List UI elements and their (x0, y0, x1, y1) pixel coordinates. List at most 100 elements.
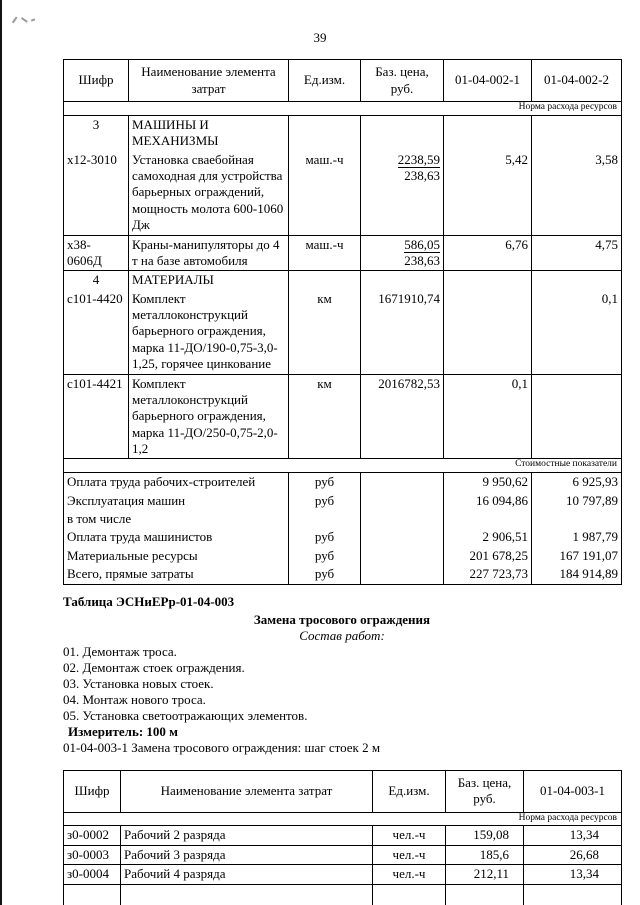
cell-code: с101-4421 (63, 374, 129, 460)
cell-empty (63, 884, 121, 905)
price-numerator: 586,05 (404, 236, 440, 253)
price-denominator: 238,63 (404, 168, 440, 183)
section-row: 4 МАТЕРИАЛЫ (63, 270, 622, 290)
table-row: з0-0002 Рабочий 2 разряда чел.-ч 159,08 … (63, 825, 622, 846)
page-number: 39 (313, 30, 327, 45)
cell-empty (443, 510, 532, 529)
cost-unit: руб (288, 528, 361, 547)
cell-empty (360, 491, 444, 510)
cell-base-price: 2016782,53 (360, 374, 444, 460)
cell-empty (531, 115, 622, 151)
cell-name: Комплект металлоконструкций барьерного о… (128, 289, 289, 375)
col-header-code: Шифр (63, 769, 121, 813)
cell-value-2: 4,75 (531, 235, 622, 272)
cost-label: Оплата труда машинистов (63, 528, 289, 547)
cell-empty (523, 884, 622, 905)
cost-row: Оплата труда рабочих-строителей руб 9 95… (63, 472, 622, 492)
table-header-row: Шифр Наименование элемента затрат Ед.изм… (63, 769, 622, 813)
cell-value-2: 3,58 (531, 150, 622, 236)
work-composition-label: Состав работ: (299, 627, 385, 643)
table-row: х12-3010 Установка сваебойная самоходная… (63, 150, 622, 236)
cost-row: Всего, прямые затраты руб 227 723,73 184… (63, 565, 622, 584)
col-header-code: Шифр (63, 59, 129, 102)
work-item: 04. Монтаж нового троса. (63, 692, 206, 708)
cell-unit: чел.-ч (372, 845, 446, 866)
work-item: 03. Установка новых стоек. (63, 676, 214, 692)
col-header-unit: Ед.изм. (372, 769, 446, 813)
cell-empty (443, 270, 532, 290)
cell-section-name: МАТЕРИАЛЫ (128, 270, 289, 290)
table-row: з0-0003 Рабочий 3 разряда чел.-ч 185,6 2… (63, 845, 622, 866)
work-item: 05. Установка светоотражающих элементов. (63, 708, 308, 724)
cell-empty (360, 546, 444, 566)
estimate-table-01-04-002: Шифр Наименование элемента затрат Ед.изм… (63, 59, 622, 585)
cell-name: Рабочий 4 разряда (120, 864, 373, 885)
scan-edge-line (0, 0, 2, 905)
table-row: с101-4421 Комплект металлоконструкций ба… (63, 374, 622, 460)
cell-value-1 (443, 289, 532, 375)
cost-label: Материальные ресурсы (63, 546, 289, 566)
cell-name: Установка сваебойная самоходная для устр… (128, 150, 289, 236)
cell-code: з0-0002 (63, 825, 121, 846)
cell-name: Рабочий 2 разряда (120, 825, 373, 846)
cost-value-1: 16 094,86 (443, 491, 532, 510)
cell-base-price: 1671910,74 (360, 289, 444, 375)
col-header-norm-1: 01-04-002-1 (443, 59, 532, 102)
cell-base-price: 212,11 (445, 864, 524, 885)
cell-unit: чел.-ч (372, 864, 446, 885)
table-header-row: Шифр Наименование элемента затрат Ед.изм… (63, 59, 622, 102)
cost-row: в том числе (63, 510, 622, 529)
col-header-price: Баз. цена, руб. (360, 59, 444, 102)
cost-value-1: 201 678,25 (443, 546, 532, 566)
cell-name: Краны-манипуляторы до 4 т на базе автомо… (128, 235, 289, 272)
cell-empty (445, 884, 524, 905)
cell-unit: км (288, 374, 361, 460)
section-row: 3 МАШИНЫ И МЕХАНИЗМЫ (63, 115, 622, 151)
cell-code: з0-0004 (63, 864, 121, 885)
cell-value-1: 5,42 (443, 150, 532, 236)
cost-label: Эксплуатация машин (63, 491, 289, 510)
norm-band-label: Норма расхода ресурсов (63, 101, 622, 116)
cell-base-price: 185,6 (445, 845, 524, 866)
section-title: Замена тросового ограждения (253, 611, 431, 627)
cell-empty (288, 270, 361, 290)
cell-empty (531, 270, 622, 290)
estimate-item-line: 01-04-003-1 Замена тросового ограждения:… (63, 740, 381, 756)
estimate-table-01-04-003: Шифр Наименование элемента затрат Ед.изм… (63, 769, 622, 905)
cell-empty (360, 565, 444, 584)
norm-band-row: Норма расхода ресурсов (63, 811, 622, 827)
cost-label: Оплата труда рабочих-строителей (63, 472, 289, 492)
cell-empty (360, 270, 444, 290)
col-header-norm-2: 01-04-002-2 (531, 59, 622, 102)
table-row: з0-0004 Рабочий 4 разряда чел.-ч 212,11 … (63, 864, 622, 885)
cell-code: з0-0003 (63, 845, 121, 866)
cell-value-1: 13,34 (523, 825, 622, 846)
cost-value-1: 227 723,73 (443, 565, 532, 584)
col-header-name: Наименование элемента затрат (120, 769, 373, 813)
table-row: х38-0606Д Краны-манипуляторы до 4 т на б… (63, 235, 622, 272)
cell-section-number: 4 (63, 270, 129, 290)
cost-unit: руб (288, 491, 361, 510)
col-header-name: Наименование элемента затрат (128, 59, 289, 102)
cell-empty (120, 884, 373, 905)
col-header-unit: Ед.изм. (288, 59, 361, 102)
col-header-price: Баз. цена, руб. (445, 769, 524, 813)
cost-band-row: Стоимостные показатели (63, 458, 622, 474)
cost-value-2: 6 925,93 (531, 472, 622, 492)
cell-code: с101-4420 (63, 289, 129, 375)
cell-value-1: 0,1 (443, 374, 532, 460)
cell-unit: маш.-ч (288, 235, 361, 272)
cost-value-1: 9 950,62 (443, 472, 532, 492)
cell-value-2: 0,1 (531, 289, 622, 375)
cell-code: х38-0606Д (63, 235, 129, 272)
cost-label: в том числе (63, 510, 289, 529)
cell-empty (360, 528, 444, 547)
cell-value-2 (531, 374, 622, 460)
cell-unit: маш.-ч (288, 150, 361, 236)
cost-unit: руб (288, 565, 361, 584)
cell-empty (360, 115, 444, 151)
cost-unit: руб (288, 472, 361, 492)
section-01-04-003: Таблица ЭСНиЕРр-01-04-003 Замена тросово… (63, 594, 621, 757)
cost-row: Оплата труда машинистов руб 2 906,51 1 9… (63, 528, 622, 547)
cost-label: Всего, прямые затраты (63, 565, 289, 584)
